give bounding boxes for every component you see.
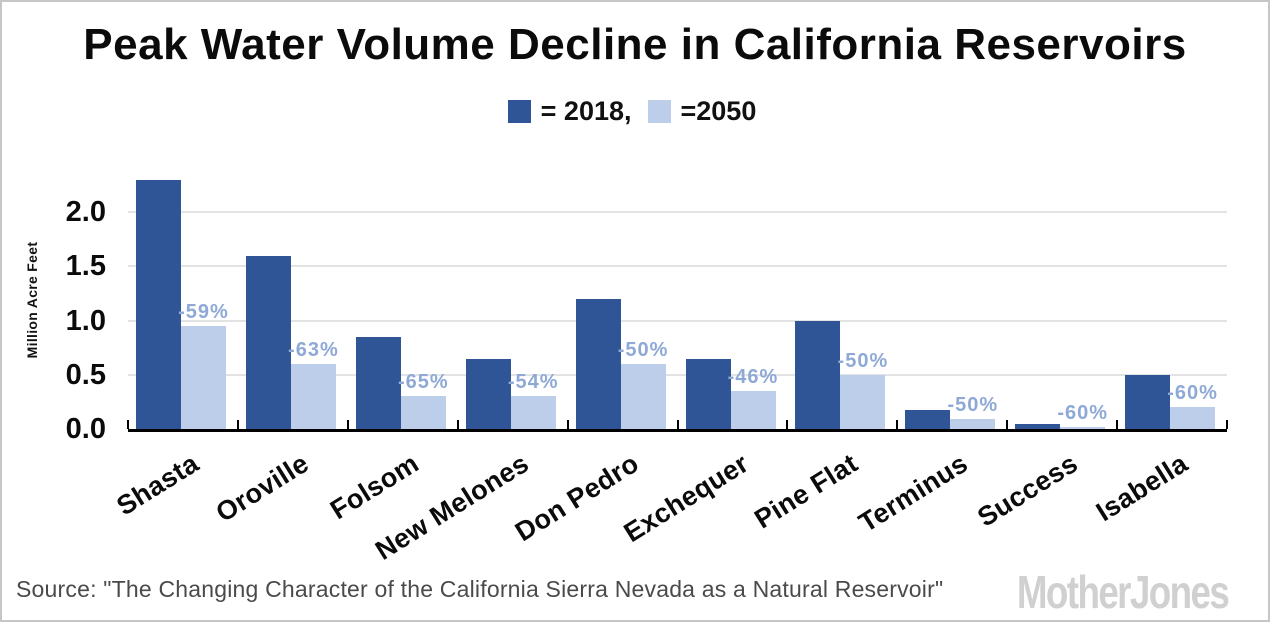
y-tick-label: 1.5 [65, 250, 106, 283]
bar-label: -63% [288, 338, 339, 361]
bar-2018 [575, 298, 621, 429]
plot-area: 0.0 0.5 1.0 1.5 2.0 -59% Shasta -63% Oroville -65… [66, 171, 1228, 566]
axis-tick [566, 420, 569, 429]
bar-2018 [685, 358, 731, 429]
gridline [128, 319, 1227, 322]
legend-label-2050: =2050 [680, 96, 757, 126]
bar-label: -50% [837, 349, 889, 372]
y-tick-label: 2.0 [65, 196, 106, 229]
y-tick-label: 0.5 [65, 358, 106, 391]
bar-2050 [950, 419, 996, 429]
bar-2050 [730, 391, 776, 429]
gridline [128, 373, 1227, 376]
bar-2018 [465, 358, 511, 429]
gridline [128, 211, 1227, 214]
bar-2050 [510, 396, 556, 429]
axis-tick [676, 420, 679, 429]
axis-tick [1226, 420, 1228, 429]
x-tick-label: Exchequer [618, 448, 754, 549]
bar-2018 [795, 320, 841, 429]
bar-2018 [136, 179, 181, 429]
bar-2018 [1015, 423, 1061, 429]
legend-swatch-2018 [507, 100, 531, 123]
bar-2050 [181, 326, 226, 429]
motherjones-logo: MotherJones [1016, 566, 1230, 618]
source-text: Source: "The Changing Character of the C… [16, 576, 944, 602]
bar-2018 [355, 336, 401, 429]
axis-tick [896, 420, 899, 429]
axis-tick [127, 420, 129, 429]
x-tick-label: Success [972, 448, 1084, 533]
axis-tick [786, 420, 789, 429]
bar-2050 [1170, 407, 1216, 429]
bar-label: -50% [617, 338, 669, 361]
bar-label: -59% [178, 301, 229, 324]
bar-label: -60% [1057, 401, 1109, 424]
bar-2050 [400, 396, 446, 429]
bar-2018 [905, 409, 951, 429]
bar-2050 [290, 363, 336, 429]
legend-swatch-2050 [647, 100, 671, 123]
x-tick-label: Oroville [210, 448, 314, 528]
x-tick-label: Shasta [111, 448, 204, 522]
x-tick-label: Terminus [853, 448, 974, 539]
bar-label: -60% [1167, 382, 1218, 405]
axis-tick [1006, 420, 1009, 429]
bar-2050 [840, 374, 886, 429]
bar-label: -46% [727, 366, 779, 389]
legend-label-2018: = 2018, [540, 96, 632, 126]
axis-tick [456, 420, 459, 429]
gridline [128, 265, 1227, 268]
axis-tick [236, 420, 239, 429]
bar-2050 [1060, 426, 1106, 429]
y-tick-label: 0.0 [65, 413, 106, 445]
x-tick-label: Pine Flat [749, 448, 864, 535]
bar-2018 [245, 255, 291, 429]
legend: = 2018, =2050 [2, 96, 1268, 127]
bar-label: -50% [947, 394, 999, 417]
x-tick-label: Isabella [1091, 448, 1193, 528]
bar-label: -54% [507, 371, 559, 394]
y-tick-label: 1.0 [65, 304, 106, 337]
x-tick-label: Don Pedro [509, 448, 644, 548]
bar-2018 [1125, 374, 1171, 429]
chart-title: Peak Water Volume Decline in California … [83, 20, 1187, 69]
axis-tick [346, 420, 349, 429]
axis-tick [1116, 420, 1119, 429]
bar-2050 [620, 363, 666, 429]
bar-label: -65% [397, 371, 449, 394]
